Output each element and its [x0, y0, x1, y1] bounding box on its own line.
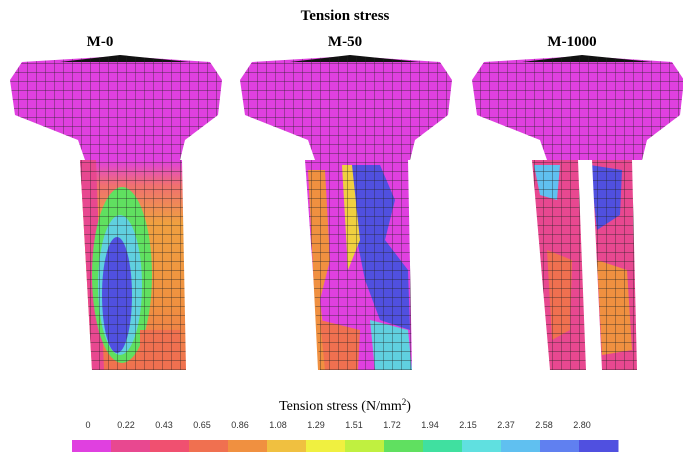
- colorbar-label-close: ): [406, 399, 411, 414]
- colorbar-tick-label: 0: [85, 420, 90, 430]
- colorbar-tick-label: 0.86: [231, 420, 249, 430]
- colorbar-segment: [345, 440, 385, 452]
- colorbar-segment: [579, 440, 619, 452]
- colorbar-segment: [540, 440, 580, 452]
- colorbar-segment: [423, 440, 463, 452]
- colorbar-segment: [111, 440, 151, 452]
- colorbar-segment: [462, 440, 502, 452]
- panel-label: M-0: [87, 34, 114, 50]
- model-m50: [240, 55, 452, 370]
- colorbar-segment: [72, 440, 112, 452]
- colorbar-tick-label: 2.58: [535, 420, 553, 430]
- model-m0: [10, 55, 222, 370]
- colorbar-segment: [150, 440, 190, 452]
- figure: Tension stress M-0 M-50 M-1000: [0, 0, 683, 452]
- page: Tension stress M-0 M-50 M-1000: [0, 0, 683, 452]
- colorbar-tick-label: 1.29: [307, 420, 325, 430]
- colorbar-ticks: 0 0.22 0.43 0.65 0.86 1.08 1.29 1.51 1.72 1.94 2.1…: [85, 420, 590, 430]
- panel-label: M-50: [328, 34, 362, 50]
- colorbar-tick-label: 1.94: [421, 420, 439, 430]
- panel-label: M-1000: [547, 34, 596, 50]
- colorbar-tick-label: 2.37: [497, 420, 515, 430]
- colorbar-tick-label: 1.72: [383, 420, 401, 430]
- colorbar-segment: [228, 440, 268, 452]
- colorbar-tick-label: 2.15: [459, 420, 477, 430]
- colorbar-segment: [267, 440, 307, 452]
- colorbar-segment: [501, 440, 541, 452]
- colorbar-tick-label: 0.22: [117, 420, 135, 430]
- colorbar-tick-label: 0.43: [155, 420, 173, 430]
- colorbar-tick-label: 1.08: [269, 420, 287, 430]
- colorbar-label: Tension stress (N/mm2): [279, 397, 411, 414]
- colorbar-segment: [306, 440, 346, 452]
- colorbar-tick-label: 0.65: [193, 420, 211, 430]
- model-m1000: [472, 55, 683, 370]
- colorbar-label-text: Tension stress (N/mm: [279, 399, 402, 414]
- colorbar-segment: [189, 440, 229, 452]
- colorbar-segment: [384, 440, 424, 452]
- figure-title: Tension stress: [301, 8, 390, 24]
- colorbar: [72, 440, 619, 452]
- colorbar-tick-label: 2.80: [573, 420, 591, 430]
- colorbar-tick-label: 1.51: [345, 420, 363, 430]
